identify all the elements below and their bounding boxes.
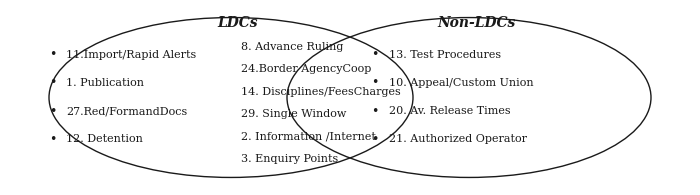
Text: 12. Detention: 12. Detention (66, 134, 144, 144)
Text: •: • (49, 105, 56, 118)
Text: •: • (49, 48, 56, 61)
Text: 1. Publication: 1. Publication (66, 78, 144, 88)
Text: 3. Enquiry Points: 3. Enquiry Points (241, 154, 339, 164)
Text: 13. Test Procedures: 13. Test Procedures (389, 50, 500, 60)
Text: Non-LDCs: Non-LDCs (437, 16, 515, 30)
Text: •: • (49, 76, 56, 89)
Text: 2. Information /Internet: 2. Information /Internet (241, 131, 377, 142)
Text: LDCs: LDCs (218, 16, 258, 30)
Text: 11.Import/Rapid Alerts: 11.Import/Rapid Alerts (66, 50, 197, 60)
Text: 20. Av. Release Times: 20. Av. Release Times (389, 106, 510, 116)
Text: 10. Appeal/Custom Union: 10. Appeal/Custom Union (389, 78, 533, 88)
Text: •: • (371, 133, 378, 146)
Text: 8. Advance Ruling: 8. Advance Ruling (241, 42, 344, 52)
Text: 29. Single Window: 29. Single Window (241, 109, 347, 119)
Text: •: • (49, 133, 56, 146)
Text: •: • (371, 76, 378, 89)
Text: 14. Disciplines/FeesCharges: 14. Disciplines/FeesCharges (241, 87, 401, 97)
Text: •: • (371, 105, 378, 118)
Text: •: • (371, 48, 378, 61)
Text: 27.Red/FormandDocs: 27.Red/FormandDocs (66, 106, 188, 116)
Text: 24.Border AgencyCoop: 24.Border AgencyCoop (241, 64, 372, 74)
Text: 21. Authorized Operator: 21. Authorized Operator (389, 134, 526, 144)
